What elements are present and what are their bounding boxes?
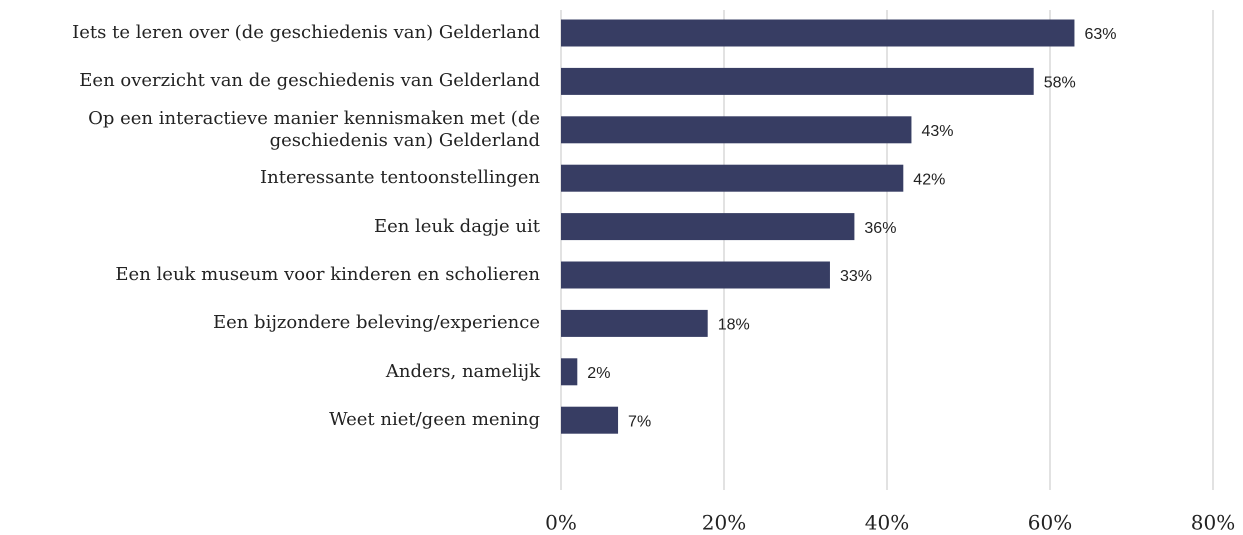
value-label: 2%: [587, 365, 610, 382]
x-tick-label: 80%: [1191, 511, 1235, 535]
category-label: Een leuk dagje uit: [373, 215, 540, 237]
category-label: Interessante tentoonstellingen: [260, 167, 540, 189]
category-label: Een overzicht van de geschiedenis van Ge…: [79, 70, 540, 92]
bar: [561, 406, 619, 434]
bar: [561, 116, 912, 144]
value-label: 58%: [1044, 75, 1076, 92]
bar: [561, 67, 1034, 95]
x-tick-label: 60%: [1028, 511, 1072, 535]
value-label: 42%: [913, 171, 945, 188]
bar: [561, 358, 578, 386]
value-label: 7%: [628, 413, 651, 430]
value-label: 36%: [864, 220, 896, 237]
bar: [561, 19, 1075, 47]
bar: [561, 164, 904, 192]
bar: [561, 261, 830, 289]
category-label: Iets te leren over (de geschiedenis van)…: [72, 22, 540, 43]
category-label: Weet niet/geen mening: [329, 409, 540, 431]
value-label: 63%: [1084, 26, 1116, 43]
value-label: 43%: [921, 123, 953, 140]
x-tick-label: 20%: [702, 511, 746, 535]
bar: [561, 309, 708, 337]
category-label: Op een interactieve manier kennismaken m…: [88, 107, 540, 151]
category-label: Een bijzondere beleving/experience: [212, 312, 540, 334]
value-label: 33%: [840, 268, 872, 285]
value-label: 18%: [718, 317, 750, 334]
category-label: Anders, namelijk: [385, 360, 540, 382]
bar: [561, 213, 855, 241]
x-tick-label: 0%: [545, 511, 577, 535]
x-tick-label: 40%: [865, 511, 909, 535]
category-label: Een leuk museum voor kinderen en scholie…: [115, 264, 540, 285]
